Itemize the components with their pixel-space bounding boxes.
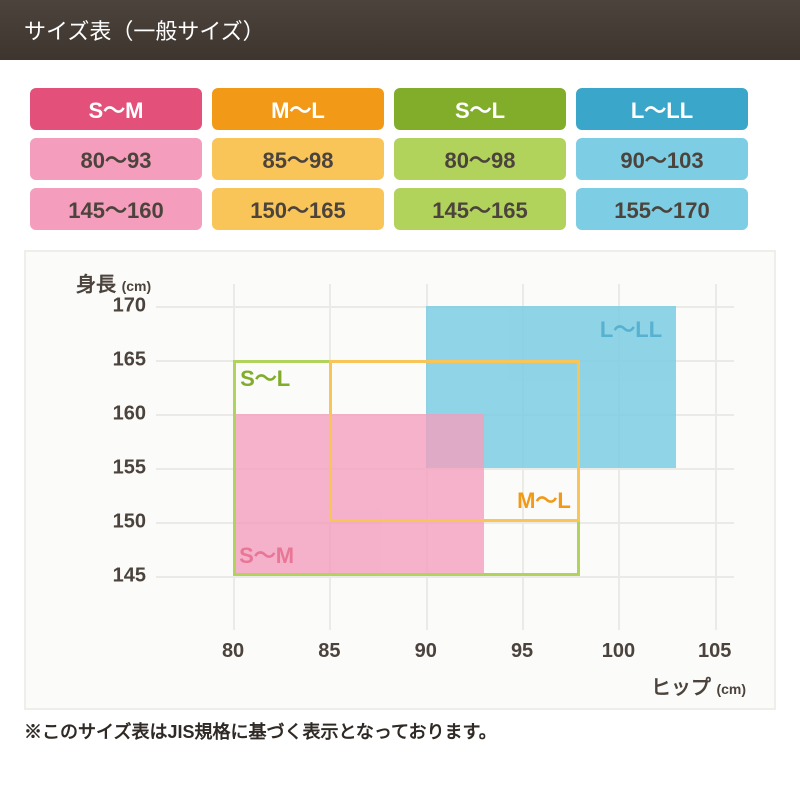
y-axis-label-text: 身長 xyxy=(76,274,116,296)
section-header: サイズ表（一般サイズ） xyxy=(0,0,800,60)
x-axis-label: ヒップ (cm) xyxy=(651,671,746,700)
y-axis-unit: (cm) xyxy=(122,278,152,294)
size-hip-sm: 80～93 xyxy=(30,138,202,180)
x-tick: 85 xyxy=(309,640,349,663)
x-tick: 100 xyxy=(598,640,638,663)
x-tick: 80 xyxy=(213,640,253,663)
size-chart: 身長 (cm) 80859095100105145150155160165170… xyxy=(24,250,776,710)
footnote-text: ※このサイズ表はJIS規格に基づく表示となっております。 xyxy=(24,722,497,742)
size-hip-lll: 90～103 xyxy=(576,138,748,180)
x-tick: 105 xyxy=(695,640,735,663)
y-tick: 150 xyxy=(100,510,146,533)
size-hip-ml: 85～98 xyxy=(212,138,384,180)
size-table-wrap: S～MM～LS～LL～LL 80～9385～9880～9890～103 145～… xyxy=(0,60,800,242)
gridline-v xyxy=(715,284,717,630)
gridline-h xyxy=(156,576,734,578)
size-height-ml: 150～165 xyxy=(212,188,384,230)
x-axis-label-text: ヒップ xyxy=(651,677,711,699)
region-label-M～L: M～L xyxy=(517,483,571,515)
region-label-L～LL: L～LL xyxy=(600,312,662,344)
size-height-sm: 145～160 xyxy=(30,188,202,230)
y-tick: 145 xyxy=(100,564,146,587)
size-height-sl: 145～165 xyxy=(394,188,566,230)
y-tick: 155 xyxy=(100,456,146,479)
x-axis-unit: (cm) xyxy=(716,681,746,697)
y-tick: 160 xyxy=(100,402,146,425)
x-tick: 95 xyxy=(502,640,542,663)
size-head-lll: L～LL xyxy=(576,88,748,130)
region-M～L: M～L xyxy=(329,360,579,522)
y-tick: 165 xyxy=(100,348,146,371)
region-label-S～L: S～L xyxy=(240,361,290,393)
size-head-sl: S～L xyxy=(394,88,566,130)
size-head-ml: M～L xyxy=(212,88,384,130)
plot-area: 80859095100105145150155160165170L～LLS～MS… xyxy=(156,284,734,630)
size-table: S～MM～LS～LL～LL 80～9385～9880～9890～103 145～… xyxy=(20,80,758,238)
y-axis-label: 身長 (cm) xyxy=(76,268,151,297)
y-tick: 170 xyxy=(100,294,146,317)
size-height-lll: 155～170 xyxy=(576,188,748,230)
footnote: ※このサイズ表はJIS規格に基づく表示となっております。 xyxy=(24,718,776,744)
size-head-sm: S～M xyxy=(30,88,202,130)
section-title: サイズ表（一般サイズ） xyxy=(24,19,265,44)
size-hip-sl: 80～98 xyxy=(394,138,566,180)
x-tick: 90 xyxy=(406,640,446,663)
